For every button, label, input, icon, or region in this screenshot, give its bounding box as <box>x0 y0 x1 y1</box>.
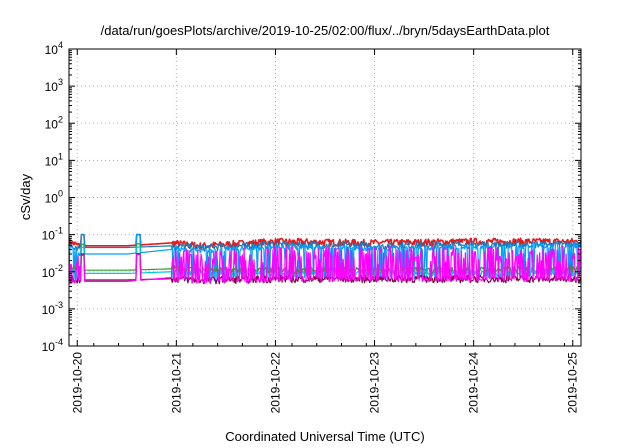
series-line <box>68 234 582 252</box>
y-tick-label: 10-2 <box>42 263 63 280</box>
data-series <box>68 233 582 285</box>
y-tick-label: 103 <box>45 77 63 94</box>
series-line <box>68 245 582 285</box>
x-tick-label: 2019-10-23 <box>368 352 382 414</box>
x-tick-label: 2019-10-24 <box>467 352 481 414</box>
x-tick-label: 2019-10-25 <box>566 352 580 414</box>
x-axis: 2019-10-20 2019-10-21 2019-10-22 2019-10-23… <box>68 49 580 414</box>
chart-title: /data/run/goesPlots/archive/2019-10-25/0… <box>101 23 550 38</box>
y-tick-label: 102 <box>45 114 63 131</box>
y-tick-label: 10-4 <box>42 337 63 354</box>
y-tick-label: 10-3 <box>42 300 63 317</box>
y-tick-label: 100 <box>45 189 63 206</box>
y-axis-label: cSv/day <box>18 173 33 220</box>
x-axis-label: Coordinated Universal Time (UTC) <box>225 429 424 444</box>
y-tick-label: 104 <box>45 40 63 57</box>
series-line <box>68 233 582 251</box>
x-tick-label: 2019-10-21 <box>169 352 183 414</box>
y-tick-label: 10-1 <box>42 226 63 243</box>
y-tick-label: 101 <box>45 151 63 168</box>
y-axis: 10-4 10-3 10-2 10-1 100 101 102 103 104 <box>42 40 581 354</box>
grid-lines <box>69 49 581 346</box>
x-tick-label: 2019-10-22 <box>268 352 282 414</box>
x-tick-label: 2019-10-20 <box>70 352 84 414</box>
